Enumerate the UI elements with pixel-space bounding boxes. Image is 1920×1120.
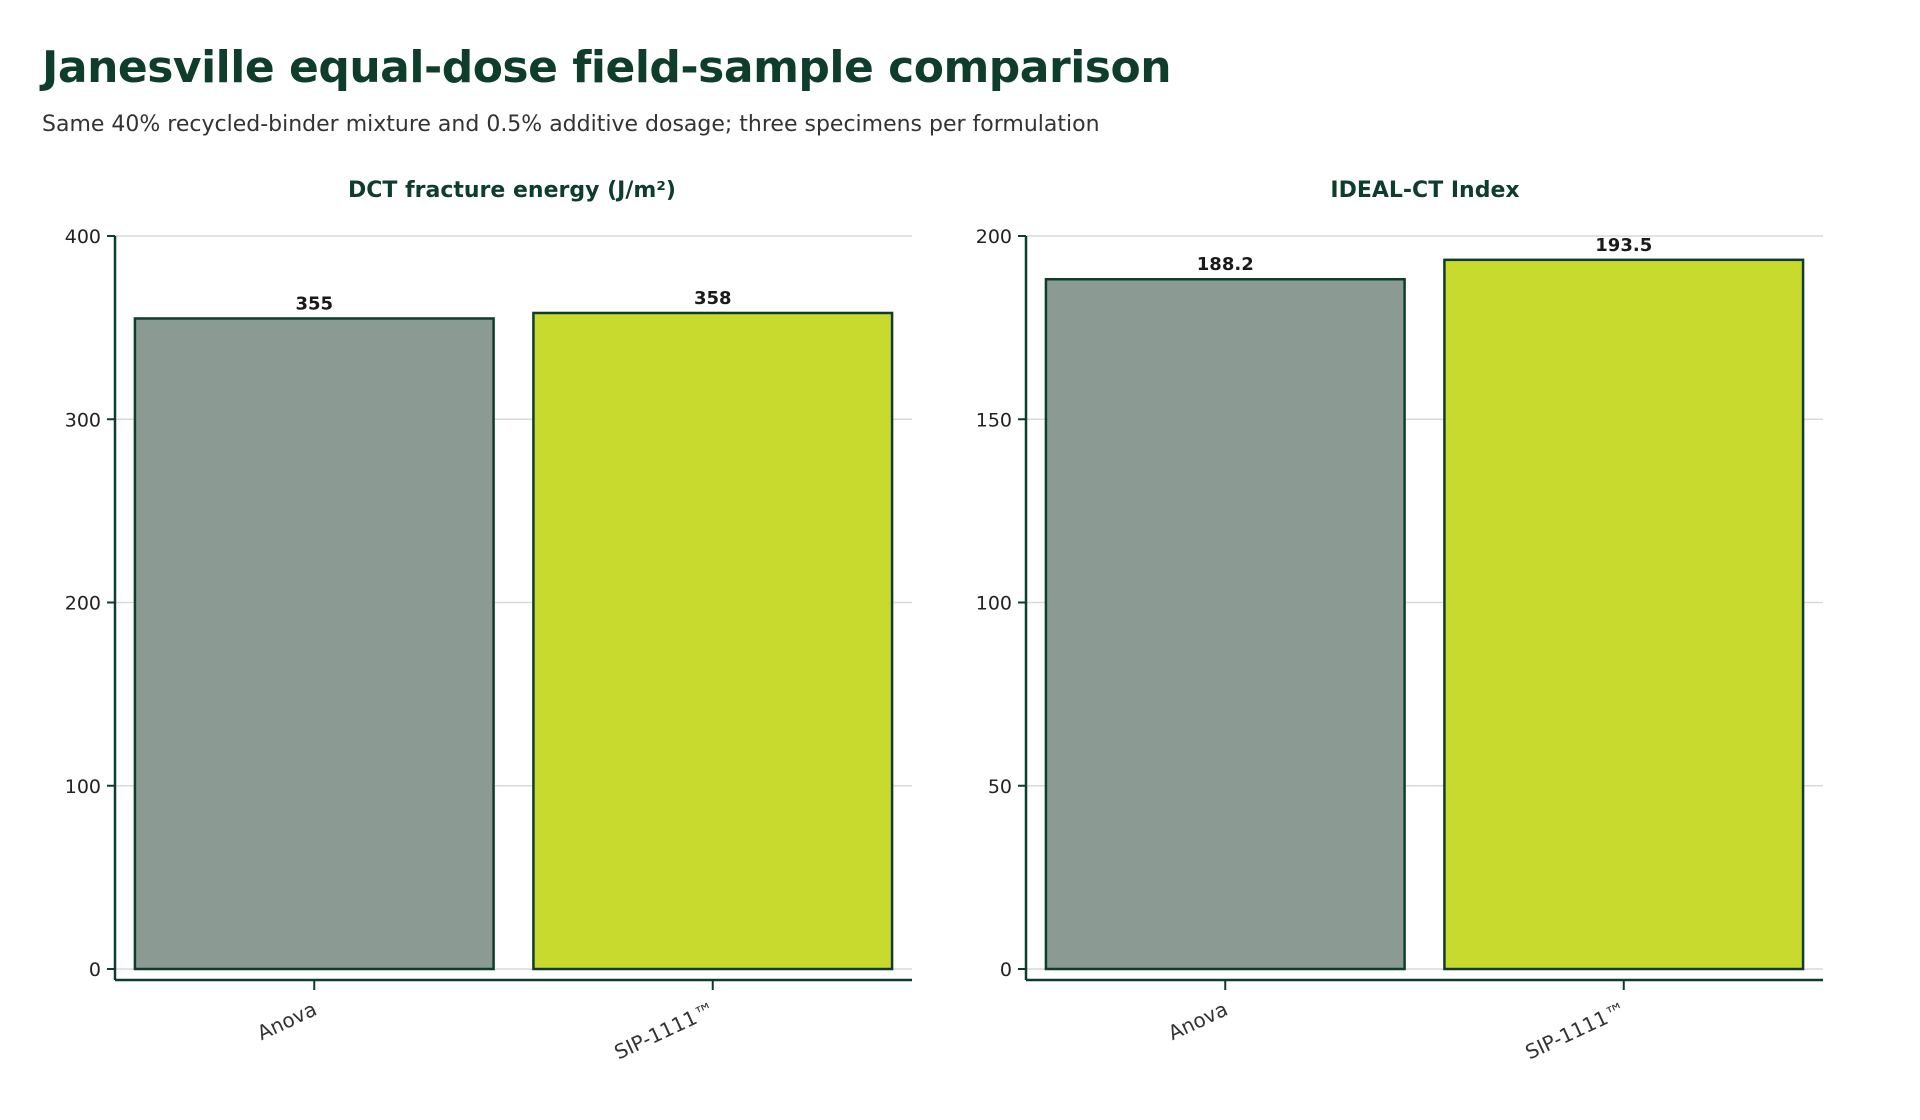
x-tick-label: SIP-1111™ bbox=[1522, 997, 1630, 1065]
x-tick-label: SIP-1111™ bbox=[611, 997, 719, 1065]
y-tick-label: 150 bbox=[976, 409, 1012, 431]
bar-value-label: 358 bbox=[694, 288, 732, 309]
y-tick-label: 100 bbox=[65, 776, 101, 798]
bar bbox=[532, 311, 894, 971]
bar bbox=[1443, 258, 1805, 971]
y-tick-label: 400 bbox=[65, 226, 101, 248]
bar bbox=[1044, 277, 1406, 971]
chart-ideal-ct-index: IDEAL-CT Index 0 50 100 150 200 188.2 Anova 193.… bbox=[976, 178, 1823, 1064]
y-tick-label: 300 bbox=[65, 409, 101, 431]
y-tick-label: 200 bbox=[976, 226, 1012, 248]
y-tick-label: 50 bbox=[988, 776, 1012, 798]
bar-value-label: 355 bbox=[295, 293, 333, 314]
bar-value-label: 188.2 bbox=[1197, 254, 1254, 275]
x-tick-label: Anova bbox=[253, 997, 320, 1045]
y-tick-label: 0 bbox=[1000, 959, 1012, 981]
bar bbox=[133, 317, 495, 971]
y-tick-label: 100 bbox=[976, 593, 1012, 615]
y-tick-label: 0 bbox=[89, 959, 101, 981]
page-subtitle: Same 40% recycled-binder mixture and 0.5… bbox=[42, 112, 1100, 137]
y-tick-label: 200 bbox=[65, 593, 101, 615]
panel-title: DCT fracture energy (J/m²) bbox=[348, 178, 676, 203]
x-tick-label: Anova bbox=[1164, 997, 1231, 1045]
chart-dct-fracture-energy: DCT fracture energy (J/m²) 0 100 200 300 400 3… bbox=[65, 178, 912, 1064]
page-title: Janesville equal-dose field-sample compa… bbox=[42, 42, 1172, 93]
bar-value-label: 193.5 bbox=[1595, 235, 1652, 256]
panel-title: IDEAL-CT Index bbox=[1330, 178, 1519, 203]
